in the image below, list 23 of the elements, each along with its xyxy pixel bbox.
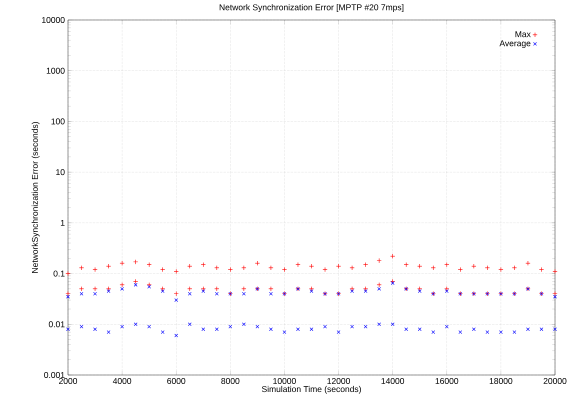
legend-label: Average [499,40,530,48]
x-tick-label: 12000 [327,378,350,384]
x-tick-label: 6000 [167,378,186,384]
y-tick-label: 0.001 [44,372,65,378]
chart-title: Network Synchronization Error [MPTP #20 7mps] [220,4,404,12]
y-tick-label: 10 [56,169,65,176]
x-tick-label: 2000 [59,378,78,384]
x-tick-label: 14000 [382,378,404,384]
x-tick-label: 4000 [112,378,132,384]
x-tick-label: 18000 [490,378,512,384]
x-tick-label: 8000 [221,378,240,384]
y-tick-label: 100 [51,118,65,124]
x-tick-label: 16000 [436,378,458,384]
x-axis-title: Simulation Time (seconds) [262,386,361,394]
x-tick-label: 10000 [273,378,296,384]
y-tick-label: 0.01 [48,321,65,328]
y-tick-label: 1 [60,220,65,226]
legend-label: Max [516,31,531,38]
y-axis-title: NetworkSynchronization Error (seconds) [32,122,40,273]
y-tick-label: 10000 [42,17,65,23]
y-tick-label: 1000 [46,68,65,74]
y-tick-label: 0.1 [54,270,65,277]
x-tick-label: 20000 [544,378,566,384]
